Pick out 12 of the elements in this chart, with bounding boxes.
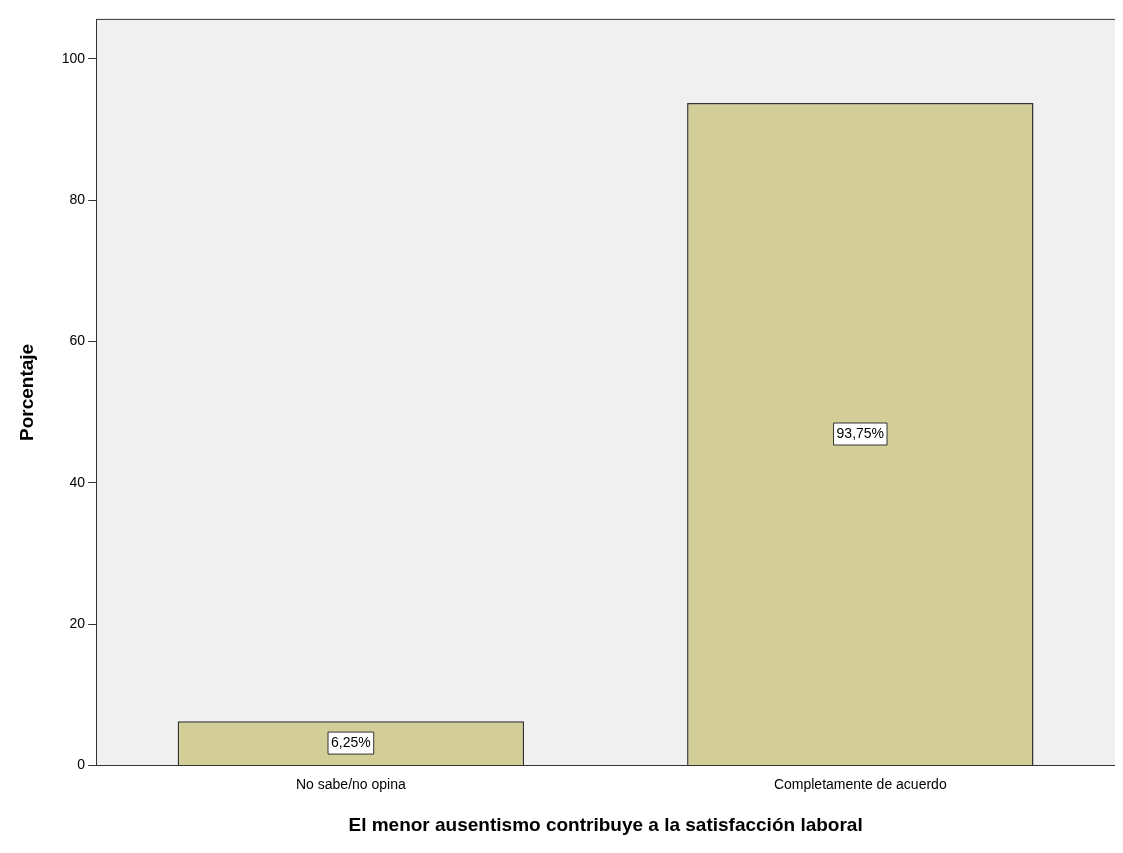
y-tick-label: 60 — [69, 332, 86, 349]
data-label: 6,25% — [331, 733, 371, 750]
x-tick-label: No sabe/no opina — [295, 775, 406, 792]
data-label: 93,75% — [836, 424, 885, 441]
x-axis-title: El menor ausentismo contribuye a la satisfacción laboral — [348, 813, 863, 835]
y-tick-label: 100 — [61, 49, 86, 66]
y-tick-label: 80 — [69, 191, 86, 208]
y-tick-label: 40 — [69, 473, 86, 490]
y-tick-label: 20 — [69, 614, 86, 631]
y-axis-title: Porcentaje — [15, 343, 37, 441]
y-tick-label: 0 — [77, 756, 86, 773]
x-tick-label: Completamente de acuerdo — [773, 775, 947, 792]
